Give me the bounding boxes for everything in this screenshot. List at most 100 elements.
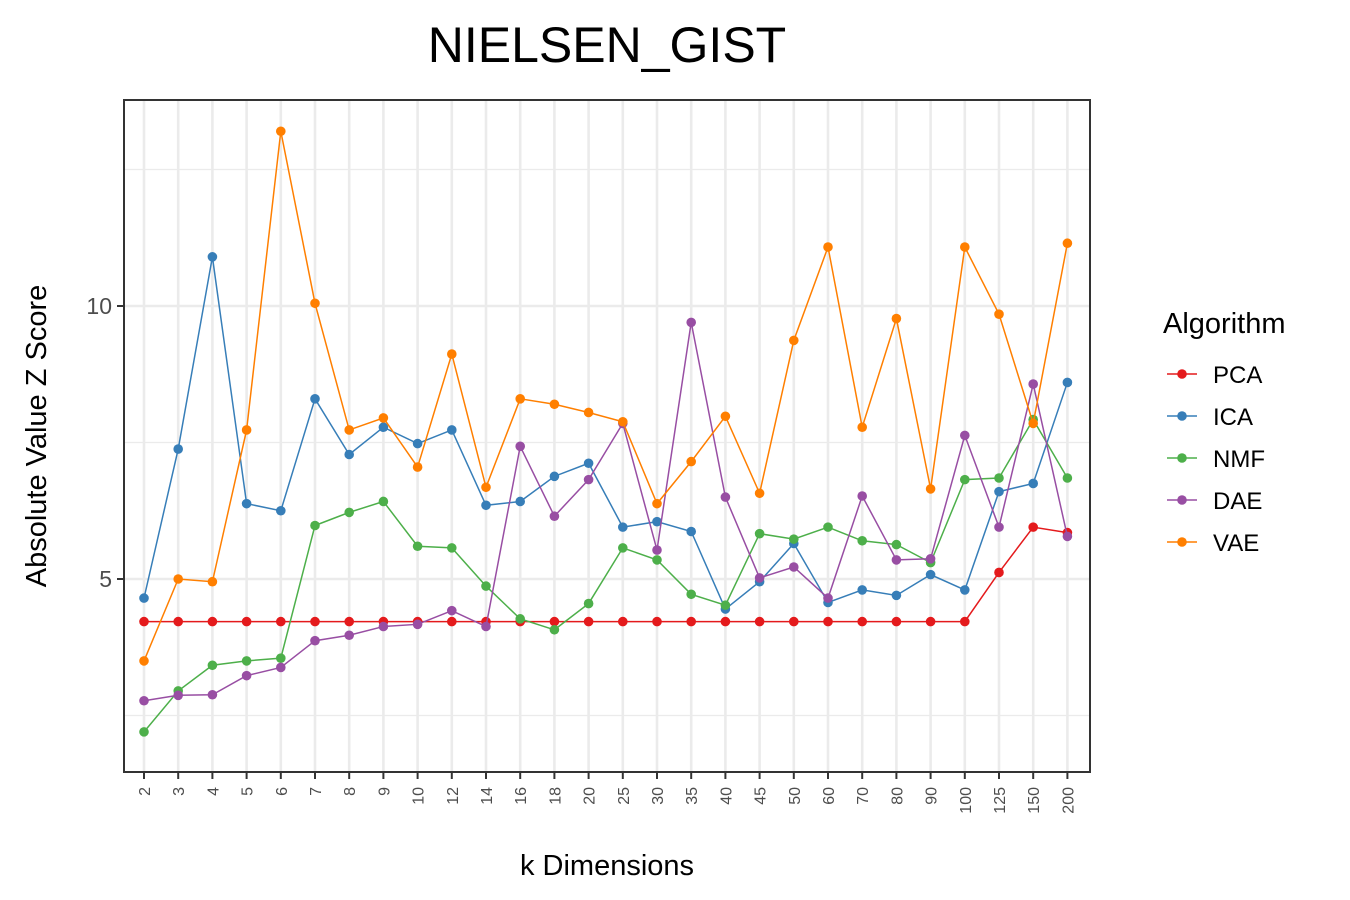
- data-point-pca: [891, 616, 902, 627]
- data-point-pca: [857, 616, 867, 627]
- data-point-ica: [378, 422, 389, 433]
- data-point-ica: [891, 590, 902, 601]
- data-point-ica: [994, 486, 1004, 497]
- y-tick-label: 5: [99, 566, 112, 592]
- data-point-vae: [583, 407, 594, 418]
- x-tick-label: 35: [684, 787, 701, 805]
- data-point-dae: [789, 562, 799, 572]
- data-point-nmf: [1062, 473, 1073, 483]
- x-tick-label: 3: [171, 787, 188, 796]
- legend-key-point: [1177, 369, 1187, 379]
- data-point-dae: [515, 441, 525, 452]
- data-point-dae: [412, 619, 423, 630]
- data-point-vae: [481, 482, 491, 493]
- data-point-vae: [549, 399, 560, 410]
- data-point-pca: [754, 616, 765, 627]
- data-point-vae: [139, 656, 149, 666]
- legend-key-point: [1177, 495, 1187, 505]
- data-point-ica: [1062, 377, 1073, 388]
- data-point-pca: [583, 616, 594, 627]
- x-tick-label: 30: [650, 787, 667, 805]
- data-point-nmf: [378, 496, 389, 507]
- data-point-vae: [173, 574, 183, 584]
- data-point-nmf: [754, 528, 765, 539]
- data-point-dae: [241, 670, 252, 681]
- data-point-ica: [583, 458, 594, 469]
- series-nmf: [139, 414, 1073, 737]
- data-point-ica: [139, 593, 149, 603]
- legend-key-point: [1177, 411, 1187, 421]
- data-point-vae: [994, 309, 1004, 319]
- data-point-dae: [583, 474, 594, 485]
- data-point-nmf: [857, 535, 867, 546]
- data-point-nmf: [823, 522, 833, 532]
- data-point-vae: [1062, 238, 1073, 249]
- data-point-dae: [207, 689, 218, 700]
- data-point-vae: [1028, 418, 1038, 429]
- data-point-vae: [857, 422, 867, 433]
- series-ica: [139, 252, 1073, 614]
- data-point-nmf: [139, 727, 149, 737]
- data-point-vae: [891, 313, 902, 324]
- data-point-pca: [344, 616, 355, 627]
- data-point-dae: [891, 555, 902, 565]
- legend-label: DAE: [1213, 488, 1262, 515]
- data-point-ica: [857, 585, 867, 595]
- data-point-dae: [652, 545, 662, 555]
- data-point-ica: [481, 500, 491, 511]
- data-point-dae: [925, 553, 936, 564]
- legend: Algorithm PCA ICA NMF DAE VAE: [1163, 308, 1286, 557]
- x-tick-label: 4: [205, 787, 222, 796]
- data-point-dae: [994, 522, 1004, 532]
- x-tick-label: 100: [958, 787, 975, 814]
- legend-label: NMF: [1213, 446, 1265, 473]
- data-point-vae: [720, 411, 731, 422]
- series-line-nmf: [143, 418, 1069, 733]
- x-tick-label: 125: [992, 787, 1009, 814]
- data-point-dae: [549, 511, 560, 522]
- data-point-nmf: [481, 581, 491, 591]
- x-tick-label: 8: [342, 787, 359, 796]
- x-tick-label: 5: [240, 787, 257, 796]
- legend-title: Algorithm: [1163, 308, 1286, 340]
- data-point-ica: [207, 252, 218, 262]
- data-point-nmf: [412, 541, 423, 552]
- data-point-nmf: [618, 543, 628, 553]
- data-point-vae: [310, 298, 320, 309]
- data-point-dae: [378, 621, 389, 632]
- data-point-pca: [139, 616, 149, 627]
- x-tick-label: 25: [616, 787, 633, 805]
- data-point-vae: [925, 484, 936, 494]
- x-tick-label: 150: [1026, 787, 1043, 814]
- data-point-nmf: [344, 507, 355, 518]
- data-point-dae: [173, 690, 183, 701]
- plot-panel: [124, 100, 1090, 772]
- legend-key-point: [1177, 453, 1187, 463]
- data-point-nmf: [447, 543, 457, 553]
- data-point-dae: [1028, 379, 1038, 389]
- data-point-ica: [447, 425, 457, 435]
- data-point-vae: [344, 425, 355, 435]
- x-axis-title: k Dimensions: [520, 850, 694, 882]
- data-point-pca: [207, 616, 218, 627]
- data-point-pca: [789, 616, 799, 627]
- data-point-nmf: [891, 539, 902, 550]
- data-point-dae: [857, 491, 867, 501]
- data-point-nmf: [994, 473, 1004, 483]
- data-point-pca: [652, 616, 662, 627]
- data-point-pca: [823, 616, 833, 627]
- legend-label: PCA: [1213, 362, 1262, 389]
- data-point-dae: [754, 573, 765, 583]
- x-tick-label: 200: [1060, 787, 1077, 814]
- data-point-vae: [960, 242, 970, 252]
- data-point-ica: [549, 471, 560, 482]
- legend-item-nmf: NMF: [1167, 446, 1265, 473]
- data-point-pca: [618, 616, 628, 627]
- legend-label: VAE: [1213, 530, 1259, 557]
- data-point-pca: [310, 616, 320, 627]
- data-point-pca: [241, 616, 252, 627]
- data-point-dae: [139, 695, 149, 706]
- data-point-dae: [1062, 531, 1073, 542]
- data-point-vae: [823, 242, 833, 252]
- data-point-pca: [447, 616, 457, 627]
